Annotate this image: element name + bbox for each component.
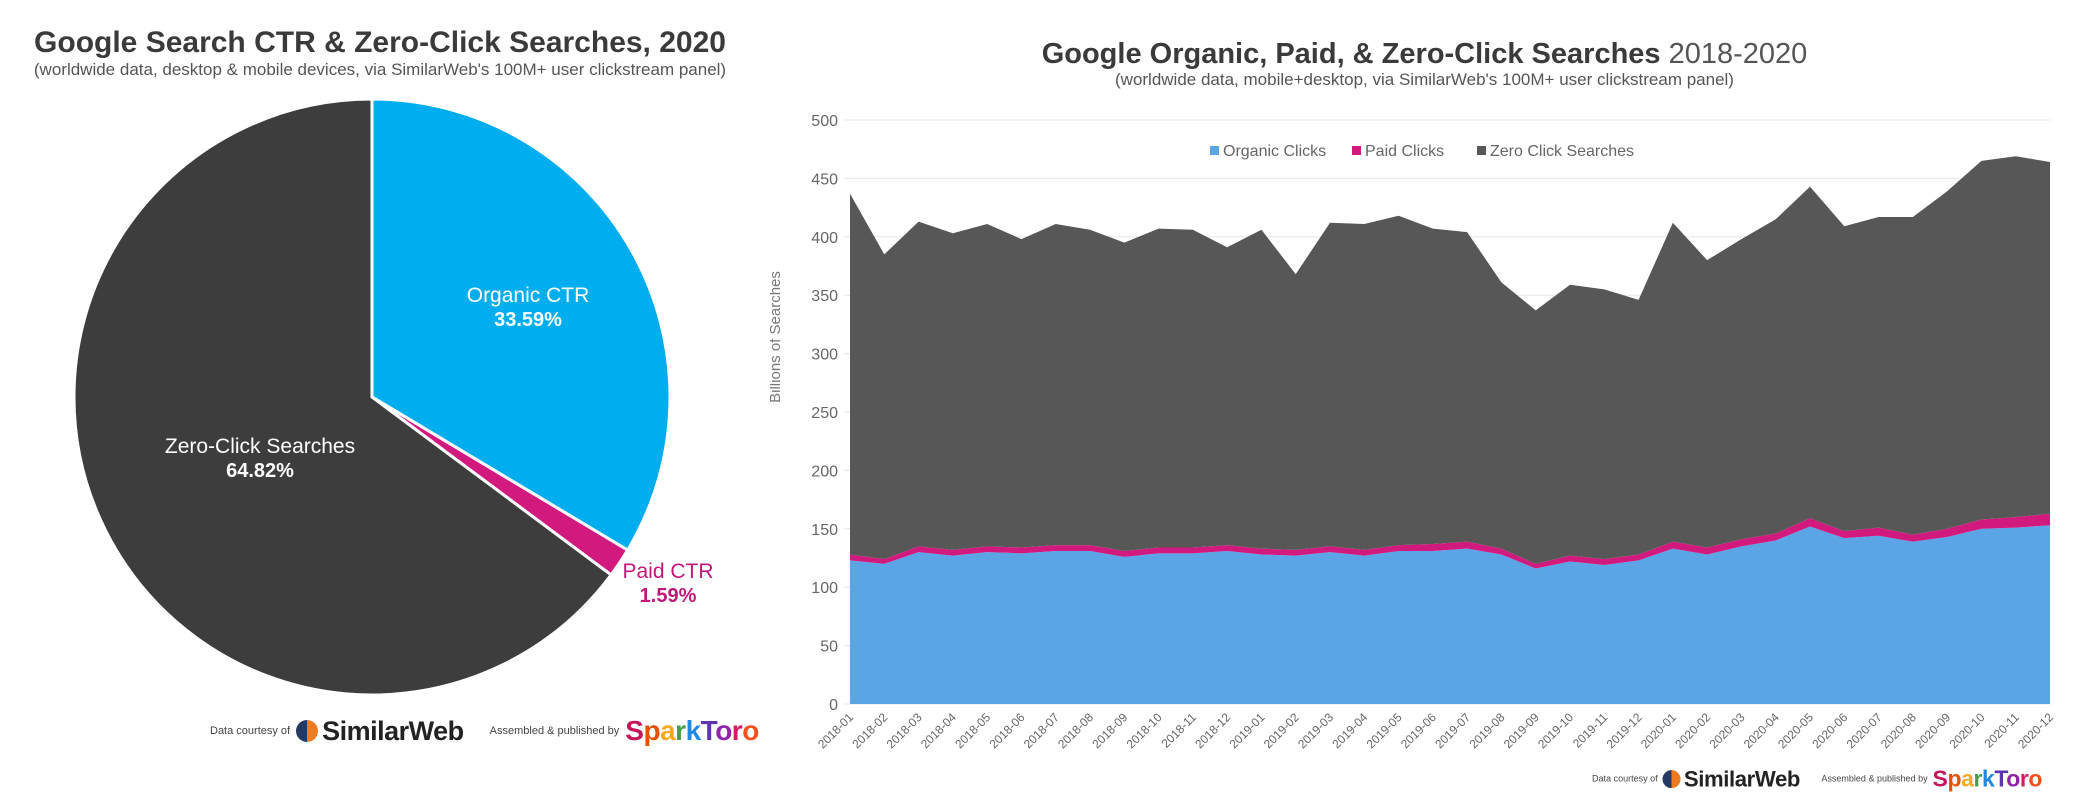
x-tick-label: 2020-11: [1981, 710, 2022, 751]
area-credits: Data courtesy of SimilarWeb Assembled & …: [1592, 766, 2042, 792]
x-tick-label: 2019-12: [1604, 710, 1645, 751]
pie-label: Paid CTR: [622, 560, 713, 583]
y-tick-label: 0: [829, 697, 838, 714]
legend-label: Organic Clicks: [1223, 143, 1326, 160]
y-tick-label: 100: [811, 580, 838, 597]
x-tick-label: 2019-03: [1295, 710, 1336, 751]
pie-value-label: 33.59%: [494, 309, 562, 331]
x-tick-label: 2018-11: [1159, 710, 1200, 751]
y-tick-label: 500: [811, 113, 838, 130]
x-tick-label: 2020-07: [1844, 710, 1885, 751]
y-tick-label: 200: [811, 463, 838, 480]
x-tick-label: 2020-09: [1912, 710, 1953, 751]
y-tick-label: 150: [811, 522, 838, 539]
y-tick-label: 350: [811, 288, 838, 305]
x-tick-label: 2018-02: [849, 710, 890, 751]
y-tick-label: 50: [820, 639, 838, 656]
x-tick-label: 2019-01: [1227, 710, 1268, 751]
legend-label: Paid Clicks: [1365, 143, 1444, 160]
pie-label: Zero-Click Searches: [165, 435, 355, 458]
x-tick-label: 2018-10: [1124, 710, 1165, 751]
area-chart-title-bold: Google Organic, Paid, & Zero-Click Searc…: [1041, 38, 1661, 70]
y-tick-label: 250: [811, 405, 838, 422]
area-chart-panel: Google Organic, Paid, & Zero-Click Searc…: [770, 0, 2079, 810]
x-tick-label: 2020-08: [1878, 710, 1919, 751]
pie-credits: Data courtesy of SimilarWeb Assembled & …: [210, 715, 759, 747]
similarweb-logo-icon: [296, 720, 319, 742]
pie-value-label: 1.59%: [640, 585, 697, 607]
assembled-by-text: Assembled & published by: [1821, 774, 1928, 785]
data-courtesy-text: Data courtesy of: [210, 725, 291, 737]
x-tick-label: 2018-12: [1192, 710, 1233, 751]
x-tick-label: 2019-08: [1467, 710, 1508, 751]
x-tick-label: 2018-08: [1055, 710, 1096, 751]
x-tick-label: 2019-11: [1570, 710, 1611, 751]
pie-chart-title: Google Search CTR & Zero-Click Searches,…: [34, 26, 726, 59]
pie-chart-panel: Google Search CTR & Zero-Click Searches,…: [0, 0, 760, 810]
x-tick-label: 2020-05: [1775, 710, 1816, 751]
x-tick-label: 2020-01: [1638, 710, 1679, 751]
legend-item: Paid Clicks: [1352, 143, 1444, 160]
x-tick-label: 2020-03: [1707, 710, 1748, 751]
similarweb-logo-text: SimilarWeb: [1683, 766, 1800, 792]
y-tick-label: 450: [811, 171, 838, 188]
x-tick-label: 2018-05: [952, 710, 993, 751]
area-chart: 0 50 100 150 200 250 300 350 400 450 500 Billions o…: [770, 113, 2056, 751]
x-tick-label: 2018-03: [884, 710, 925, 751]
area-series-zero-click-searches: [850, 156, 2050, 564]
x-tick-label: 2019-07: [1432, 710, 1473, 751]
x-tick-label: 2020-12: [2015, 710, 2056, 751]
pie-slice-organic-ctr: [370, 97, 672, 553]
similarweb-logo: SimilarWeb: [296, 716, 464, 747]
legend-swatch: [1210, 146, 1219, 155]
area-chart-title-years: 2018-2020: [1668, 38, 1808, 70]
x-tick-label: 2019-06: [1398, 710, 1439, 751]
similarweb-logo-text: SimilarWeb: [322, 715, 464, 746]
x-tick-label: 2020-06: [1809, 710, 1850, 751]
x-tick-label: 2019-05: [1364, 710, 1405, 751]
pie-label: Organic CTR: [467, 284, 590, 307]
y-axis-label: Billions of Searches: [770, 271, 784, 403]
data-courtesy-text: Data courtesy of: [1592, 774, 1658, 785]
similarweb-logo: SimilarWeb: [1662, 766, 1800, 792]
legend-item: Zero Click Searches: [1477, 143, 1634, 160]
sparktoro-logo: SparkToro: [625, 715, 759, 746]
x-tick-label: 2019-04: [1329, 710, 1370, 751]
assembled-by-text: Assembled & published by: [489, 725, 620, 737]
y-tick-label: 400: [811, 230, 838, 247]
area-series-organic-clicks: [850, 525, 2050, 704]
legend-label: Zero Click Searches: [1490, 143, 1634, 160]
y-tick-label: 300: [811, 347, 838, 364]
x-tick-label: 2020-04: [1741, 710, 1782, 751]
x-tick-label: 2019-02: [1261, 710, 1302, 751]
pie-value-label: 64.82%: [226, 460, 294, 482]
pie-slice-zero-click-searches: [72, 97, 614, 697]
x-tick-label: 2018-04: [918, 710, 959, 751]
area-chart-title: Google Organic, Paid, & Zero-Click Searc…: [770, 38, 2079, 71]
area-chart-subtitle: (worldwide data, mobile+desktop, via Sim…: [1115, 70, 1734, 89]
x-tick-label: 2018-01: [815, 710, 856, 751]
x-tick-label: 2020-02: [1672, 710, 1713, 751]
legend-item: Organic Clicks: [1210, 143, 1326, 160]
x-tick-label: 2019-09: [1501, 710, 1542, 751]
legend-swatch: [1477, 146, 1486, 155]
x-tick-label: 2018-09: [1089, 710, 1130, 751]
similarweb-logo-icon: [1662, 770, 1681, 789]
x-tick-label: 2018-06: [987, 710, 1028, 751]
x-tick-label: 2020-10: [1947, 710, 1988, 751]
x-tick-label: 2018-07: [1021, 710, 1062, 751]
sparktoro-logo: SparkToro: [1932, 766, 2043, 792]
pie-chart-subtitle: (worldwide data, desktop & mobile device…: [33, 60, 727, 79]
x-tick-label: 2019-10: [1535, 710, 1576, 751]
legend-swatch: [1352, 146, 1361, 155]
